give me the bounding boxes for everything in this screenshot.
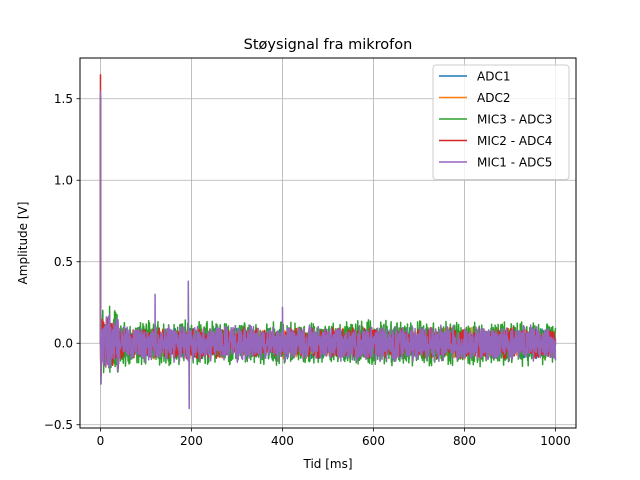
y-tick-label: 1.5: [54, 92, 73, 106]
legend-box: [432, 64, 570, 180]
legend-label: ADC2: [477, 91, 510, 105]
x-tick-label: 0: [97, 434, 105, 448]
y-tick-label: −0.5: [44, 418, 73, 432]
y-axis-label: Amplitude [V]: [16, 202, 30, 285]
series-group: [99, 74, 557, 410]
x-tick-label: 1000: [540, 434, 571, 448]
legend-label: MIC3 - ADC3: [477, 112, 552, 126]
legend: ADC1 ADC2 MIC3 - ADC3 MIC2 - ADC4 MIC1 - ADC…: [432, 64, 570, 180]
y-tick-label: 1.0: [54, 174, 73, 188]
x-tick-label: 200: [180, 434, 203, 448]
plot-frame: [79, 57, 577, 429]
x-tick-label: 400: [271, 434, 294, 448]
y-tick-label: 0.0: [54, 337, 73, 351]
x-axis-label: Tid [ms]: [302, 457, 352, 471]
legend-label: MIC2 - ADC4: [477, 134, 552, 148]
legend-label: MIC1 - ADC5: [477, 155, 552, 169]
series-line: [99, 90, 557, 410]
chart-title: Støysignal fra mikrofon: [244, 37, 413, 53]
legend-label: ADC1: [477, 69, 510, 83]
x-tick-label: 800: [453, 434, 476, 448]
x-tick-label: 600: [362, 434, 385, 448]
y-tick-label: 0.5: [54, 255, 73, 269]
axis-ticks: 0 200 400 600 800 1000 −0.5 0.0 0.5 1.0 1.5: [44, 92, 571, 448]
